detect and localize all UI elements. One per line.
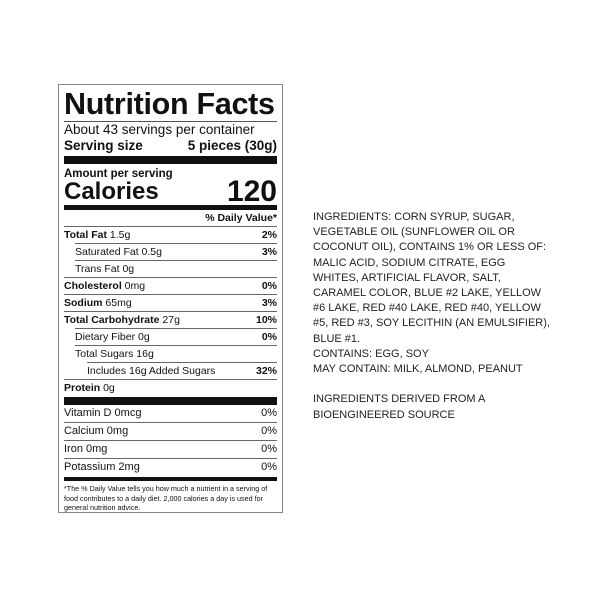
- footnote: *The % Daily Value tells you how much a …: [64, 477, 277, 513]
- nutrient-name: Includes 16g Added Sugars: [87, 363, 215, 379]
- nutrient-label: Includes 16g Added Sugars: [87, 365, 216, 377]
- calories-label: Calories: [64, 178, 159, 205]
- vitamin-name: Potassium 2mg: [64, 461, 140, 473]
- nutrient-name: Cholesterol 0mg: [64, 278, 145, 294]
- nutrient-label: Total Carbohydrate: [64, 314, 160, 326]
- nutrient-row: Dietary Fiber 0g 0%: [75, 328, 277, 345]
- serving-size: Serving size 5 pieces (30g): [64, 138, 277, 154]
- nutrient-amount: 1.5g: [106, 229, 131, 241]
- thick-divider: [64, 397, 277, 405]
- serving-size-value: 5 pieces (30g): [187, 138, 277, 153]
- nutrient-amount: 0g: [100, 382, 115, 394]
- nutrient-row: Total Carbohydrate 27g 10%: [64, 311, 277, 328]
- nutrient-name: Total Sugars 16g: [75, 346, 154, 362]
- nutrient-amount: 0mg: [121, 280, 146, 292]
- vitamin-name: Iron 0mg: [64, 443, 108, 455]
- medium-divider: [64, 205, 277, 210]
- calories-row: Calories 120: [64, 175, 277, 208]
- ingredients-text: INGREDIENTS: CORN SYRUP, SUGAR, VEGETABL…: [313, 211, 550, 345]
- nutrient-label: Protein: [64, 382, 101, 394]
- contains-text: CONTAINS: EGG, SOY: [313, 347, 429, 360]
- nutrient-amount: 27g: [159, 314, 180, 326]
- nutrient-row: Cholesterol 0mg 0%: [64, 277, 277, 294]
- nutrient-name: Protein 0g: [64, 380, 115, 396]
- vitamin-row: Vitamin D 0mcg 0%: [64, 405, 277, 422]
- nutrient-name: Trans Fat 0g: [75, 261, 134, 277]
- nutrient-name: Saturated Fat 0.5g: [75, 244, 162, 260]
- servings-per-container: About 43 servings per container: [64, 122, 277, 138]
- vitamin-dv: 0%: [261, 425, 277, 437]
- nutrient-name: Total Fat 1.5g: [64, 227, 130, 243]
- amount-per-serving: Amount per serving: [64, 168, 173, 180]
- vitamin-dv: 0%: [261, 443, 277, 455]
- nutrient-label: Sodium: [64, 297, 103, 309]
- nutrient-name: Dietary Fiber 0g: [75, 329, 150, 345]
- nutrient-name: Sodium 65mg: [64, 295, 132, 311]
- nutrient-label: Total Fat: [64, 229, 107, 241]
- nutrient-dv: 3%: [261, 297, 277, 309]
- nutrient-dv: 0%: [261, 280, 277, 292]
- vitamin-name: Calcium 0mg: [64, 425, 129, 437]
- label-title: Nutrition Facts: [64, 88, 277, 122]
- vitamin-name: Vitamin D 0mcg: [64, 407, 142, 419]
- vitamin-row: Potassium 2mg 0%: [64, 458, 277, 476]
- may-contain-text: MAY CONTAIN: MILK, ALMOND, PEANUT: [313, 363, 523, 376]
- serving-size-label: Serving size: [64, 138, 143, 153]
- nutrient-amount: 65mg: [102, 297, 132, 309]
- nutrient-label: Cholesterol: [64, 280, 122, 292]
- nutrient-label: Total Sugars 16g: [75, 348, 154, 360]
- servings-text: About 43 servings per container: [64, 122, 255, 137]
- daily-value-header: % Daily Value*: [205, 212, 277, 224]
- nutrient-row: Saturated Fat 0.5g 3%: [75, 243, 277, 260]
- vitamin-row: Iron 0mg 0%: [64, 440, 277, 458]
- nutrient-dv: 3%: [261, 246, 277, 258]
- vitamin-dv: 0%: [261, 407, 277, 419]
- thick-divider: [64, 156, 277, 164]
- nutrient-dv: 0%: [261, 331, 277, 343]
- nutrient-dv: 32%: [255, 365, 277, 377]
- nutrient-row: Protein 0g: [64, 379, 277, 396]
- nutrient-dv: 10%: [255, 314, 277, 326]
- vitamin-row: Calcium 0mg 0%: [64, 422, 277, 440]
- nutrient-label: Saturated Fat 0.5g: [75, 246, 162, 258]
- nutrient-row: Total Sugars 16g: [75, 345, 277, 362]
- nutrient-row: Includes 16g Added Sugars 32%: [87, 362, 277, 379]
- nutrient-row: Sodium 65mg 3%: [64, 294, 277, 311]
- nutrient-row: Trans Fat 0g: [75, 260, 277, 277]
- vitamin-dv: 0%: [261, 461, 277, 473]
- bioengineered-text: INGREDIENTS DERIVED FROM A BIOENGINEERED…: [313, 393, 485, 421]
- nutrient-dv: 2%: [261, 229, 277, 241]
- calories-value: 120: [226, 175, 277, 208]
- nutrition-facts-label: Nutrition Facts About 43 servings per co…: [58, 84, 283, 513]
- nutrient-label: Dietary Fiber 0g: [75, 331, 150, 343]
- ingredients-panel: INGREDIENTS: CORN SYRUP, SUGAR, VEGETABL…: [313, 210, 553, 423]
- nutrient-name: Total Carbohydrate 27g: [64, 312, 180, 328]
- nutrient-label: Trans Fat 0g: [75, 263, 135, 275]
- nutrient-row: Total Fat 1.5g 2%: [64, 226, 277, 243]
